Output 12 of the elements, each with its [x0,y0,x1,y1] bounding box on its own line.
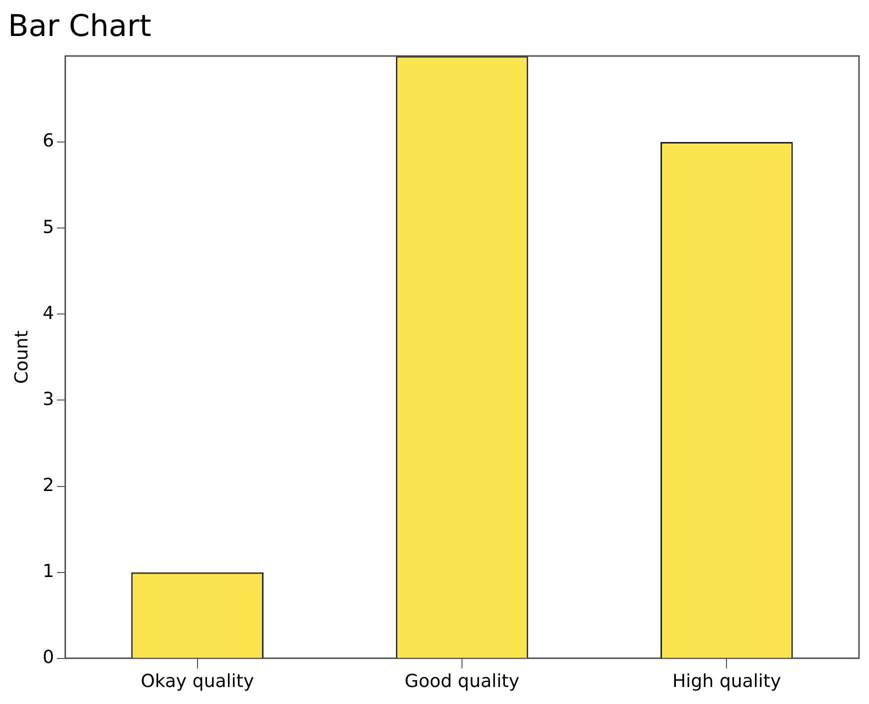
y-axis-title: Count [11,330,32,384]
x-tick-label: Good quality [404,670,520,692]
chart-title: Bar Chart [8,8,152,44]
x-tick-label: Okay quality [140,670,254,692]
y-tick-label: 4 [42,302,54,324]
y-tick-label: 0 [42,647,54,668]
y-tick-label: 6 [42,130,54,152]
x-tick-label: High quality [672,670,782,692]
y-tick-label: 1 [42,561,54,582]
y-tick-label: 3 [42,388,54,410]
y-tick-label: 5 [42,216,54,238]
y-tick-label: 2 [42,474,54,496]
